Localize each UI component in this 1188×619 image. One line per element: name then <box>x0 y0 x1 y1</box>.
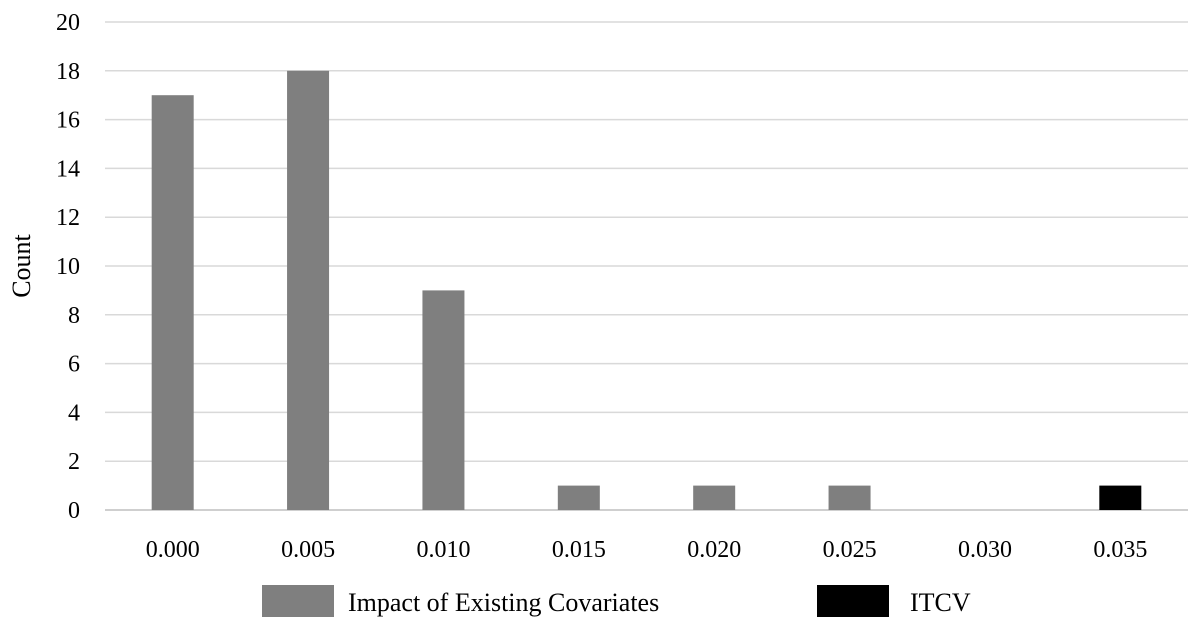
bar-0.035-series-1 <box>1099 485 1142 510</box>
bar-0.025-series-0 <box>828 485 871 510</box>
y-tick-label: 8 <box>68 303 80 329</box>
y-tick-labels: 0 2 4 6 8 10 12 14 16 18 20 <box>56 10 80 524</box>
y-tick-label: 2 <box>68 449 80 475</box>
legend-swatch-0 <box>262 585 334 617</box>
bar-0.020-series-0 <box>693 485 736 510</box>
y-tick-label: 16 <box>56 108 80 134</box>
x-tick-label: 0.025 <box>823 537 877 563</box>
y-tick-label: 14 <box>56 156 80 182</box>
y-tick-label: 18 <box>56 59 80 85</box>
y-tick-label: 6 <box>68 352 80 378</box>
bar-0.015-series-0 <box>557 485 600 510</box>
gridlines <box>105 21 1188 511</box>
legend-label-1: ITCV <box>910 588 971 617</box>
x-tick-label: 0.015 <box>552 537 606 563</box>
x-tick-label: 0.005 <box>281 537 335 563</box>
x-tick-label: 0.010 <box>416 537 470 563</box>
bar-0.000-series-0 <box>151 95 194 510</box>
legend-label-0: Impact of Existing Covariates <box>348 588 659 617</box>
y-tick-label: 4 <box>68 400 80 426</box>
bar-0.010-series-0 <box>422 290 465 510</box>
y-tick-label: 10 <box>56 254 80 280</box>
y-axis-title: Count <box>7 233 36 297</box>
y-tick-label: 20 <box>56 10 80 36</box>
legend: Impact of Existing Covariates ITCV <box>262 585 971 617</box>
y-tick-label: 0 <box>68 498 80 524</box>
legend-swatch-1 <box>817 585 889 617</box>
x-tick-label: 0.035 <box>1093 537 1147 563</box>
x-tick-label: 0.020 <box>687 537 741 563</box>
bar-0.005-series-0 <box>287 70 330 511</box>
x-tick-labels: 0.000 0.005 0.010 0.015 0.020 0.025 0.030 0.035 <box>146 537 1148 563</box>
x-tick-label: 0.000 <box>146 537 200 563</box>
x-tick-label: 0.030 <box>958 537 1012 563</box>
y-tick-label: 12 <box>56 205 80 231</box>
bars <box>151 70 1142 511</box>
